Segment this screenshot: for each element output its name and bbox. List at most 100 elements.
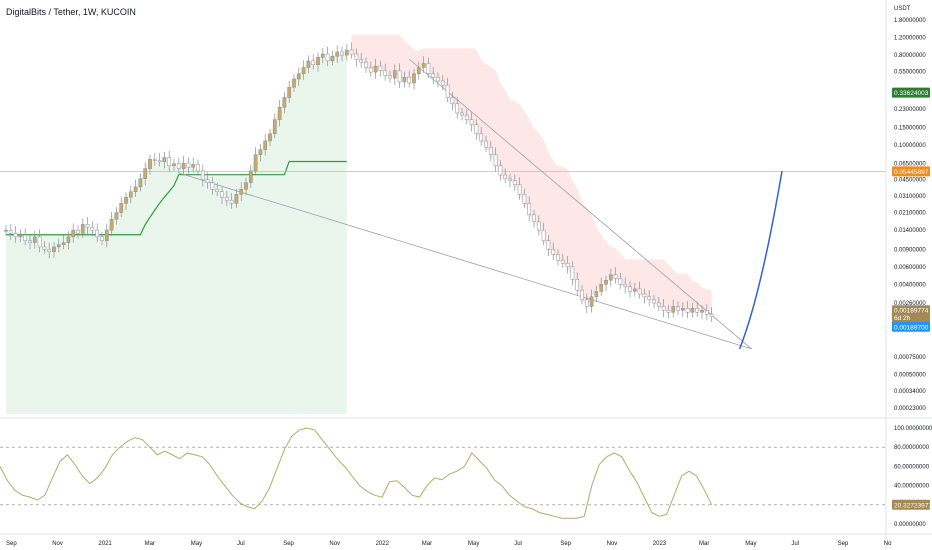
chart-title: DigitalBits / Tether, 1W, KUCOIN <box>6 7 136 17</box>
candle-body <box>628 286 632 292</box>
downtrend-fill <box>351 34 712 317</box>
candle-body <box>354 53 359 60</box>
candle-body <box>181 162 186 169</box>
candle-body <box>508 178 512 181</box>
candle-body <box>229 199 234 204</box>
candle-body <box>42 246 47 250</box>
candle-body <box>143 168 148 179</box>
countdown-tag-bg <box>892 312 930 323</box>
candle-body <box>594 291 599 298</box>
osc-y-tick-label: 40.00000000 <box>894 484 930 490</box>
candle-body <box>61 242 66 245</box>
osc-current-tag-bg <box>892 499 930 510</box>
lower-wedge-line <box>178 172 752 350</box>
candle-body <box>580 289 584 301</box>
candle-body <box>349 49 354 55</box>
candle-body <box>18 234 23 238</box>
countdown-tag: 6d 2h <box>894 315 911 322</box>
candle-body <box>488 147 493 155</box>
y-tick-label: 0.00050000 <box>894 372 926 378</box>
y-tick-label: 0.00075000 <box>894 355 926 361</box>
x-tick-label: Mar <box>699 541 709 547</box>
candle-body <box>205 179 210 183</box>
x-tick-label: May <box>468 541 479 547</box>
candle-body <box>340 51 344 56</box>
y-tick-label: 0.04500000 <box>894 178 926 184</box>
x-tick-label: No <box>884 541 892 547</box>
candle-body <box>608 274 613 281</box>
candle-body <box>258 149 263 155</box>
candle-body <box>517 184 522 195</box>
x-tick-label: May <box>191 541 202 547</box>
candle-body <box>546 240 551 250</box>
candle-body <box>330 55 335 62</box>
candle-body <box>32 236 37 243</box>
oscillator-pane: 100.00000000 80.00000000 60.00000000 40.000… <box>0 417 932 528</box>
y-tick-label: 0.00260000 <box>894 301 926 307</box>
candle-body <box>364 61 368 68</box>
candle-body <box>104 229 109 241</box>
y-tick-label: 0.02100000 <box>894 211 926 217</box>
candle-body <box>541 229 546 241</box>
candle-body <box>402 76 407 83</box>
candle-body <box>455 103 460 114</box>
candle-body <box>464 114 469 120</box>
candle-body <box>215 189 220 193</box>
band-fills <box>6 34 712 415</box>
x-tick-label: 2022 <box>376 541 390 547</box>
candle-body <box>296 73 301 80</box>
candle-body <box>392 70 397 79</box>
candle-body <box>128 191 133 198</box>
x-tick-label: 2021 <box>98 541 112 547</box>
candle-body <box>647 296 652 301</box>
candle-body <box>445 84 450 98</box>
candle-body <box>685 308 690 313</box>
candle-body <box>532 214 536 223</box>
oscillator-line <box>0 427 713 519</box>
candle-body <box>373 65 378 73</box>
candle-body <box>114 212 119 220</box>
y-tick-label: 1.80000000 <box>894 18 926 24</box>
x-tick-label: Nov <box>607 541 618 547</box>
y-tick-label: 0.23000000 <box>894 107 926 113</box>
y-axis-unit: USDT <box>894 6 911 12</box>
candle-body <box>589 296 594 307</box>
y-tick-label: 1.20000000 <box>894 36 926 42</box>
candle-body <box>210 182 215 190</box>
candle-body <box>431 73 436 78</box>
candle-body <box>556 254 560 261</box>
candle-body <box>383 70 388 76</box>
candle-body <box>484 140 488 148</box>
candle-body <box>498 165 503 176</box>
candle-body <box>80 224 85 234</box>
price-tag-bg <box>892 87 930 98</box>
x-tick-label: Sep <box>838 541 849 547</box>
candle-body <box>695 308 700 313</box>
candle-body <box>138 178 143 188</box>
candle-body <box>460 112 464 116</box>
x-tick-label: Mar <box>422 541 432 547</box>
osc-y-tick-label: 100.00000000 <box>894 426 932 432</box>
y-tick-label: 0.00600000 <box>894 265 926 271</box>
candle-body <box>316 57 320 65</box>
candle-body <box>551 249 556 255</box>
candle-body <box>272 119 277 134</box>
candle-body <box>200 170 205 180</box>
candle-body <box>450 97 455 104</box>
candle-body <box>263 140 268 150</box>
candle-body <box>512 180 517 185</box>
x-tick-label: Jul <box>791 541 799 547</box>
candle-body <box>172 163 176 167</box>
candle-body <box>157 160 162 163</box>
y-tick-label: 0.55000000 <box>894 69 926 75</box>
candle-body <box>378 65 383 71</box>
candle-body <box>637 288 642 295</box>
y-tick-label: 0.10000000 <box>894 143 926 149</box>
candle-body <box>220 191 224 198</box>
candle-body <box>47 249 52 252</box>
candle-body <box>704 309 709 315</box>
x-tick-label: Sep <box>560 541 571 547</box>
candle-body <box>666 309 671 313</box>
candle-body <box>248 170 253 183</box>
